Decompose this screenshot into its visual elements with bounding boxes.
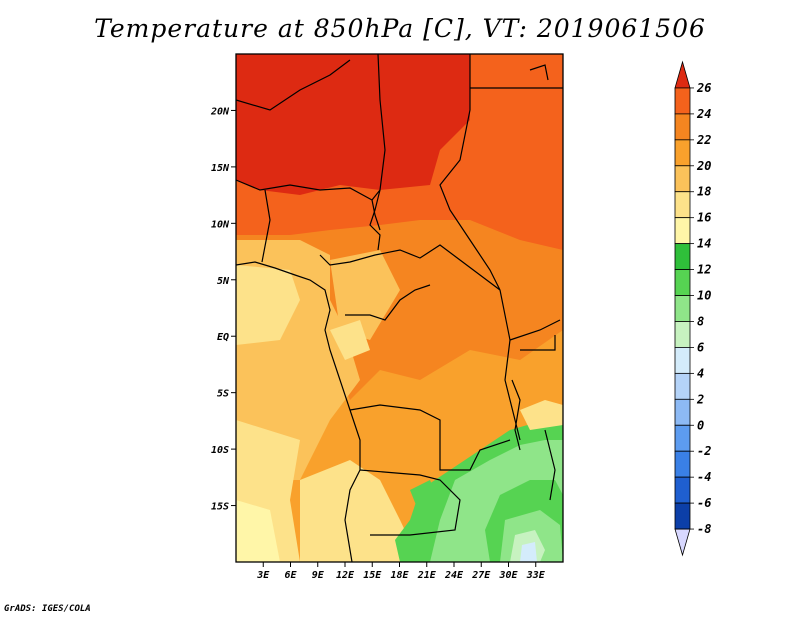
lake-tanganyika (511, 379, 521, 451)
border-kenya (520, 335, 556, 351)
red-sea-coast (529, 64, 549, 81)
lat-tick-label: 10S (211, 445, 229, 456)
latitude-axis: 20N 15N 10N 5N EQ 5S 10S 15S (210, 106, 236, 513)
lon-tick-label: 3E (256, 570, 270, 581)
credit-text: GrADS: IGES/COLA (4, 604, 91, 614)
field-16c-congo (330, 320, 370, 360)
colorbar-box (674, 372, 691, 400)
colorbar-label: 8 (697, 314, 704, 328)
field-26c (236, 54, 470, 195)
colorbar-box (674, 450, 691, 478)
lon-tick-label: 30E (498, 570, 518, 581)
colorbar-box (674, 113, 691, 141)
colorbar-box (674, 502, 691, 530)
lat-tick-label: 15S (211, 502, 229, 513)
colorbar-box (674, 269, 691, 296)
lon-tick-label: 18E (390, 570, 409, 581)
lat-tick-label: EQ (217, 332, 229, 343)
lat-tick-label: 20N (210, 106, 230, 117)
colorbar-label: 26 (696, 81, 711, 95)
colorbar-box (674, 165, 691, 193)
colorbar-label: -4 (697, 470, 711, 484)
field-6c (520, 542, 537, 562)
border-nigeria-cameroon (369, 189, 381, 251)
lake-malawi (544, 429, 556, 501)
lat-tick-label: 5S (217, 389, 229, 400)
colorbar-label: 22 (696, 133, 711, 147)
lat-tick-label: 10N (211, 219, 230, 230)
lon-tick-label: 9E (312, 570, 325, 581)
colorbar-box (674, 424, 691, 452)
border-chad-sudan (439, 54, 501, 291)
colorbar-label: -8 (697, 522, 711, 536)
chart-title: Temperature at 850hPa [C], VT: 201906150… (94, 14, 706, 43)
field-12c-patch (410, 480, 440, 515)
colorbar-box (674, 295, 691, 322)
lon-tick-label: 15E (363, 570, 382, 581)
colorbar-label: 14 (697, 237, 711, 251)
colorbar-label: 20 (696, 159, 711, 173)
colorbar-box (674, 398, 691, 426)
border-car (319, 244, 501, 291)
lon-tick-label: 21E (417, 570, 437, 581)
colorbar-label: 2 (696, 392, 704, 406)
border-angola (349, 404, 511, 471)
border-congo (345, 284, 431, 321)
border-niger-chad (371, 54, 386, 201)
field-14c (236, 500, 280, 562)
colorbar-label: 12 (697, 263, 711, 277)
colorbar-box (674, 87, 691, 115)
lon-tick-label: 24E (444, 570, 464, 581)
temperature-field (236, 54, 563, 562)
colorbar-box (674, 139, 691, 167)
lon-tick-label: 27E (471, 570, 491, 581)
field-16c-angola (300, 460, 420, 562)
lon-tick-label: 6E (284, 570, 297, 581)
colorbar-label: -6 (697, 496, 711, 510)
colorbar-box (674, 476, 691, 504)
lon-tick-label: 12E (336, 570, 355, 581)
border-uganda (509, 319, 561, 341)
field-16c-guinea (236, 265, 300, 345)
colorbar-box (674, 217, 691, 245)
colorbar-label: 6 (697, 340, 704, 354)
colorbar-label: 24 (696, 107, 711, 121)
colorbar-top-arrow (674, 60, 691, 89)
colorbar-label: 18 (697, 185, 711, 199)
colorbar-box (674, 347, 691, 374)
colorbar-box (674, 243, 691, 270)
coastline (236, 261, 361, 562)
colorbar-label: 0 (697, 418, 704, 432)
border-namibia (359, 469, 461, 536)
border-mali-algeria (236, 59, 351, 111)
colorbar-box (674, 191, 691, 219)
colorbar-label: -2 (697, 444, 711, 458)
country-borders (236, 54, 563, 562)
colorbar-bottom-arrow (674, 528, 691, 557)
longitude-axis: 3E 6E 9E 12E 15E 18E 21E 24E 27E 30E 33E (256, 562, 546, 581)
lat-tick-label: 5N (217, 276, 230, 287)
colorbar-label: 4 (697, 366, 704, 380)
lon-tick-label: 33E (526, 570, 546, 581)
field-18c-gabon (330, 250, 400, 340)
colorbar-label: 16 (697, 211, 711, 225)
colorbar-label: 10 (697, 289, 711, 303)
border-burkina (261, 189, 271, 263)
colorbar-box (674, 321, 691, 348)
lat-tick-label: 15N (211, 163, 230, 174)
border-drc-east (499, 289, 521, 441)
field-16c-east (520, 400, 563, 430)
